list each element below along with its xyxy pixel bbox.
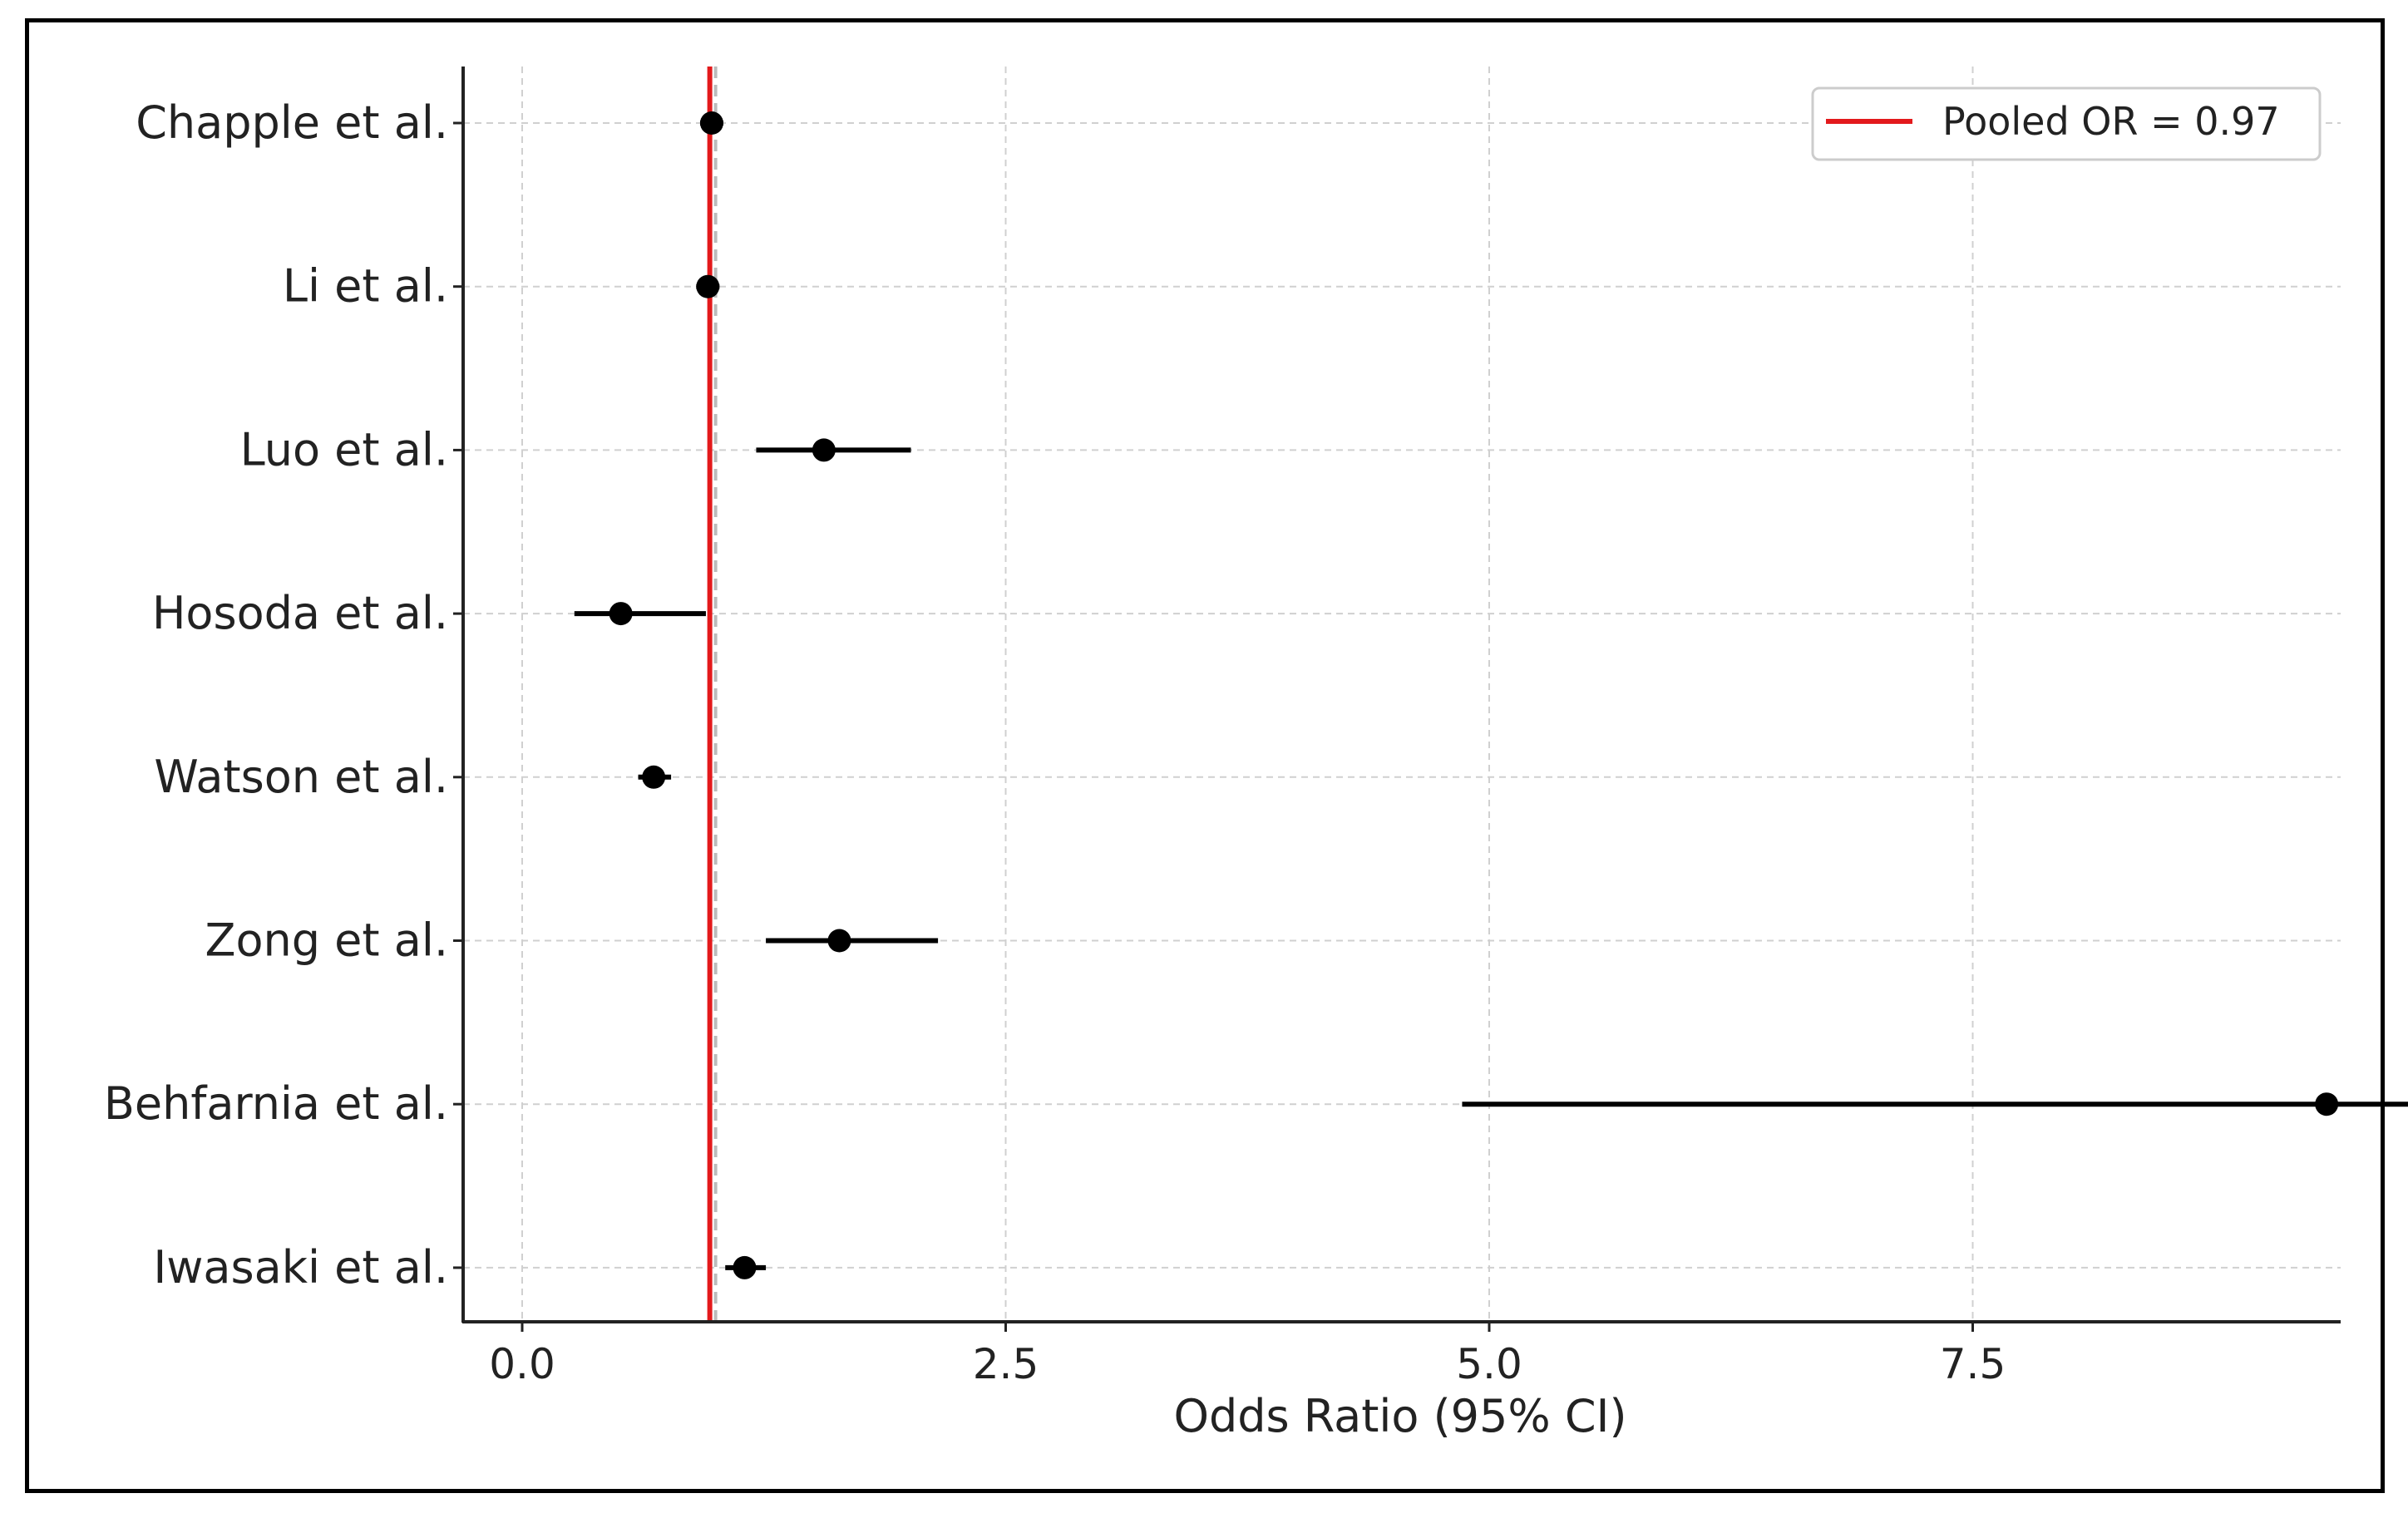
x-axis-label: Odds Ratio (95% CI) <box>1173 1390 1626 1442</box>
x-tick-label: 0.0 <box>489 1340 555 1388</box>
study-label: Iwasaki et al. <box>153 1241 448 1294</box>
or-point <box>812 438 836 462</box>
x-tick-label: 7.5 <box>1940 1340 2006 1388</box>
figure-frame <box>25 18 2385 1493</box>
or-point <box>642 765 666 789</box>
legend-pooled-label: Pooled OR = 0.97 <box>1942 99 2280 144</box>
x-ticks: 0.02.55.07.510.012.515.017.5 <box>489 1322 2006 1388</box>
or-point <box>609 602 633 626</box>
legend: Pooled OR = 0.97 <box>1811 86 2322 161</box>
study-label: Watson et al. <box>154 751 448 803</box>
study-label: Li et al. <box>283 260 448 313</box>
or-point <box>696 274 720 298</box>
study-label: Behfarnia et al. <box>104 1077 448 1130</box>
legend-box <box>1811 86 2322 161</box>
study-label: Chapple et al. <box>136 96 448 149</box>
or-point <box>733 1255 757 1279</box>
study-marks <box>574 111 2408 1279</box>
x-tick-label: 2.5 <box>973 1340 1039 1388</box>
axes <box>461 67 2341 1323</box>
study-label: Luo et al. <box>240 423 448 476</box>
x-tick-label: 5.0 <box>1456 1340 1522 1388</box>
or-point <box>2315 1092 2339 1116</box>
study-labels: Chapple et al. Li et al. Luo et al. Hosoda … <box>104 96 463 1294</box>
or-point <box>827 929 851 953</box>
grid-lines <box>463 67 2341 1322</box>
study-label: Hosoda et al. <box>152 587 448 639</box>
or-point <box>699 111 723 135</box>
study-label: Zong et al. <box>205 914 448 967</box>
